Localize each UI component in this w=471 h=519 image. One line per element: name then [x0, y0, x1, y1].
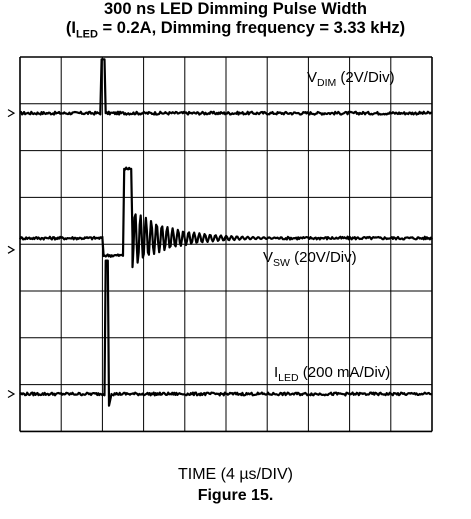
- vdim-label: VDIM (2V/Div): [307, 69, 395, 89]
- trace-vsw: [19, 166, 433, 269]
- x-axis-label: TIME (4 µs/DIV): [178, 466, 293, 483]
- ground-markers: [7, 109, 16, 398]
- scope-grid: [19, 56, 433, 433]
- trace-vdim: [19, 58, 433, 116]
- trace-iled: [19, 259, 433, 407]
- iled-label: ILED (200 mA/Div): [274, 364, 390, 384]
- ground-marker: [7, 109, 16, 118]
- chart-title: 300 ns LED Dimming Pulse Width: [104, 0, 367, 18]
- scope-traces: [19, 58, 433, 407]
- chart-subtitle: (ILED = 0.2A, Dimming frequency = 3.33 k…: [65, 19, 406, 41]
- figure-caption: Figure 15.: [197, 487, 274, 504]
- ground-marker: [7, 389, 16, 398]
- vsw-label: VSW (20V/Div): [263, 249, 357, 269]
- ground-marker: [7, 245, 16, 254]
